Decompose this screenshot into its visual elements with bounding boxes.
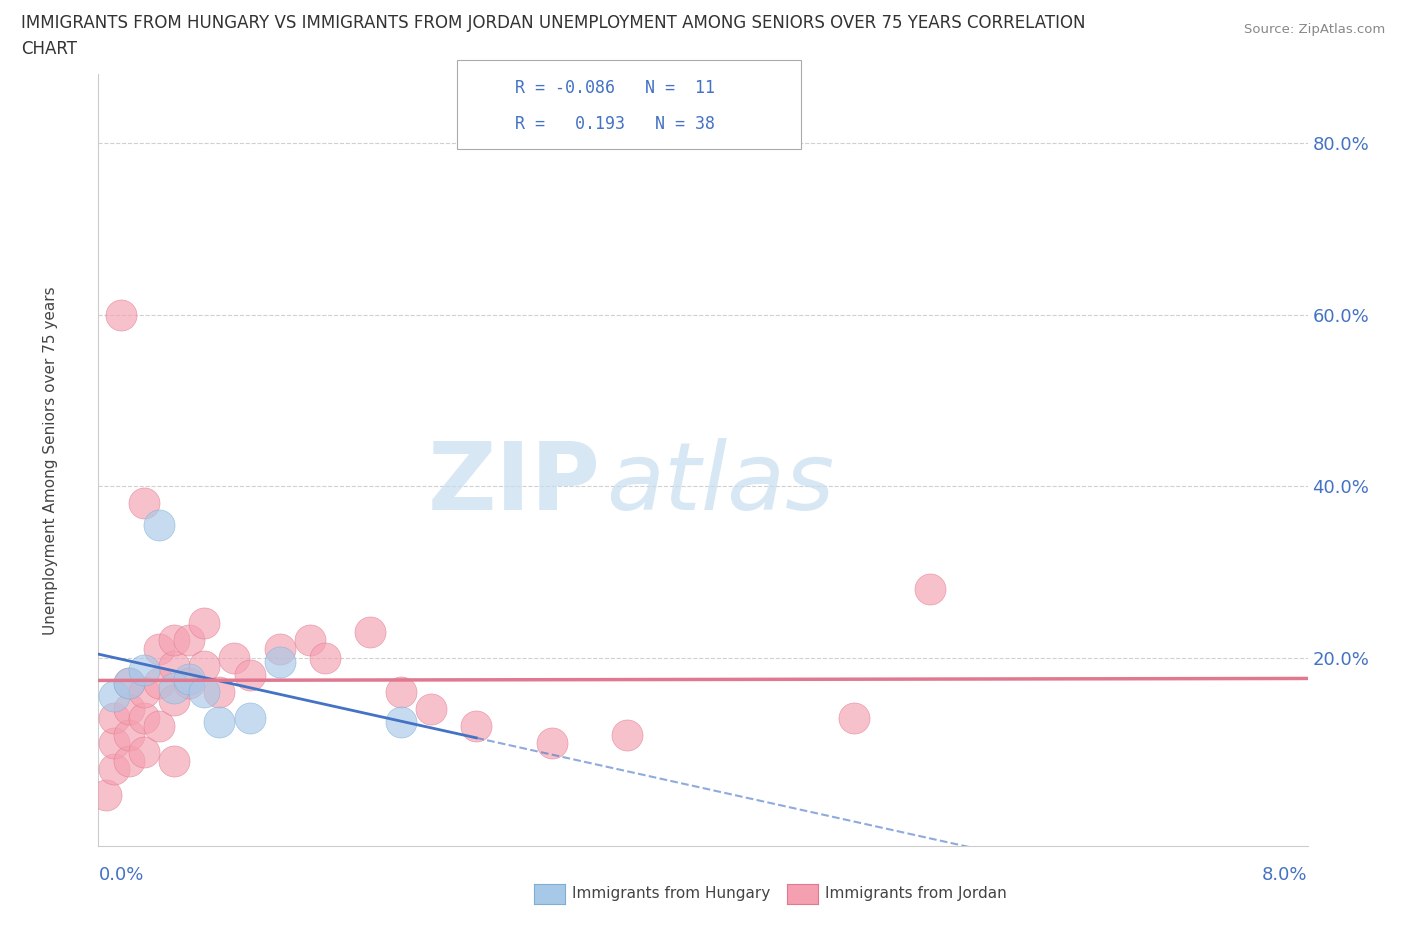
Text: Source: ZipAtlas.com: Source: ZipAtlas.com	[1244, 23, 1385, 36]
Point	[132, 663, 155, 678]
Point	[179, 676, 201, 691]
Point	[118, 727, 141, 742]
Point	[163, 693, 186, 708]
Point	[132, 711, 155, 725]
Text: 0.0%: 0.0%	[98, 866, 143, 884]
Point	[103, 689, 125, 704]
Point	[148, 517, 170, 532]
Point	[148, 642, 170, 657]
Point	[118, 676, 141, 691]
Point	[616, 727, 638, 742]
Point	[389, 684, 412, 699]
Point	[118, 676, 141, 691]
Point	[132, 684, 155, 699]
Point	[844, 711, 866, 725]
Point	[179, 633, 201, 648]
Point	[118, 753, 141, 768]
Point	[132, 496, 155, 511]
Point	[103, 762, 125, 777]
Text: atlas: atlas	[606, 438, 835, 529]
Point	[163, 633, 186, 648]
Point	[269, 655, 291, 670]
Text: Unemployment Among Seniors over 75 years: Unemployment Among Seniors over 75 years	[42, 286, 58, 634]
Point	[193, 684, 215, 699]
Text: Immigrants from Jordan: Immigrants from Jordan	[825, 886, 1007, 901]
Text: CHART: CHART	[21, 40, 77, 58]
Point	[148, 719, 170, 734]
Text: IMMIGRANTS FROM HUNGARY VS IMMIGRANTS FROM JORDAN UNEMPLOYMENT AMONG SENIORS OVE: IMMIGRANTS FROM HUNGARY VS IMMIGRANTS FR…	[21, 14, 1085, 32]
Point	[420, 701, 443, 716]
Text: 8.0%: 8.0%	[1263, 866, 1308, 884]
Point	[208, 714, 231, 729]
Point	[118, 701, 141, 716]
Point	[239, 668, 262, 683]
Text: R = -0.086   N =  11: R = -0.086 N = 11	[515, 79, 714, 98]
Text: R =   0.193   N = 38: R = 0.193 N = 38	[515, 114, 714, 133]
Text: Immigrants from Hungary: Immigrants from Hungary	[572, 886, 770, 901]
Point	[94, 788, 117, 803]
Point	[918, 581, 941, 596]
Point	[148, 676, 170, 691]
Point	[163, 658, 186, 673]
Point	[132, 745, 155, 760]
Point	[110, 307, 132, 322]
Point	[389, 714, 412, 729]
Point	[360, 624, 382, 639]
Point	[299, 633, 322, 648]
Point	[103, 736, 125, 751]
Text: ZIP: ZIP	[427, 437, 600, 529]
Point	[179, 671, 201, 686]
Point	[239, 711, 262, 725]
Point	[269, 642, 291, 657]
Point	[540, 736, 562, 751]
Point	[193, 616, 215, 631]
Point	[224, 650, 246, 665]
Point	[193, 658, 215, 673]
Point	[314, 650, 336, 665]
Point	[163, 680, 186, 695]
Point	[163, 753, 186, 768]
Point	[465, 719, 488, 734]
Point	[208, 684, 231, 699]
Point	[103, 711, 125, 725]
